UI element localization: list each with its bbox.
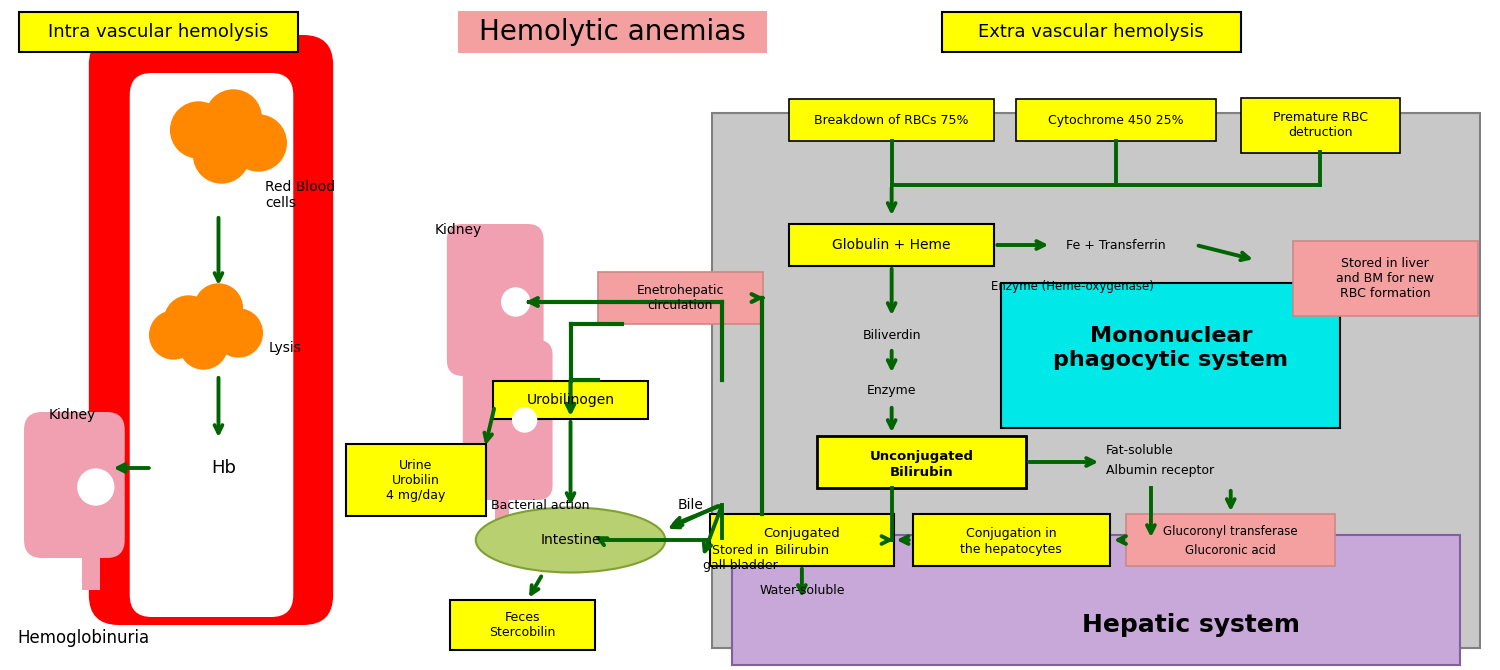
FancyBboxPatch shape [20,12,298,52]
FancyBboxPatch shape [912,514,1110,566]
Text: Enetrohepatic
circulation: Enetrohepatic circulation [636,284,724,312]
FancyBboxPatch shape [1240,98,1401,153]
FancyBboxPatch shape [942,12,1240,52]
Text: Stored in liver
and BM for new
RBC formation: Stored in liver and BM for new RBC forma… [1336,257,1434,299]
FancyBboxPatch shape [82,535,100,590]
Circle shape [206,90,261,146]
FancyBboxPatch shape [789,224,994,266]
Ellipse shape [476,507,666,572]
Text: Kidney: Kidney [433,223,482,237]
Text: Cytochrome 450 25%: Cytochrome 450 25% [1048,113,1184,127]
Text: Intestine: Intestine [540,533,602,547]
FancyBboxPatch shape [495,480,508,550]
FancyBboxPatch shape [450,600,596,650]
Circle shape [165,296,213,344]
FancyBboxPatch shape [24,412,124,558]
FancyBboxPatch shape [712,113,1480,647]
Text: Kidney: Kidney [48,408,96,422]
FancyBboxPatch shape [129,73,294,617]
FancyBboxPatch shape [710,514,894,566]
Text: Biliverdin: Biliverdin [862,328,921,342]
Text: Water-soluble: Water-soluble [759,584,844,596]
Circle shape [78,469,114,505]
Circle shape [231,115,286,171]
FancyBboxPatch shape [346,444,486,516]
Text: Enzyme (Heme-oxygenase): Enzyme (Heme-oxygenase) [992,279,1155,293]
Circle shape [513,408,537,432]
FancyBboxPatch shape [458,11,766,53]
Text: Urine
Urobilin
4 mg/day: Urine Urobilin 4 mg/day [387,458,446,502]
Text: Enzyme: Enzyme [867,383,916,397]
Text: Lysis: Lysis [268,341,302,355]
Text: Bile: Bile [678,498,703,512]
Text: Unconjugated: Unconjugated [870,450,974,462]
Circle shape [195,284,243,332]
Text: Premature RBC
detruction: Premature RBC detruction [1274,111,1368,139]
FancyBboxPatch shape [818,436,1026,488]
FancyBboxPatch shape [494,381,648,419]
Circle shape [194,127,249,183]
Circle shape [214,309,262,357]
FancyBboxPatch shape [88,35,333,625]
Text: Hemoglobinuria: Hemoglobinuria [18,629,150,647]
Circle shape [150,311,198,359]
Text: Conjugation in: Conjugation in [966,527,1056,541]
Circle shape [501,288,530,316]
FancyBboxPatch shape [1017,99,1216,141]
Text: Extra vascular hemolysis: Extra vascular hemolysis [978,23,1204,41]
Text: Fe + Transferrin: Fe + Transferrin [1066,239,1166,251]
FancyBboxPatch shape [789,99,994,141]
Text: Conjugated: Conjugated [764,527,840,541]
FancyBboxPatch shape [732,535,1460,665]
FancyBboxPatch shape [1126,514,1335,566]
Text: Intra vascular hemolysis: Intra vascular hemolysis [48,23,268,41]
FancyBboxPatch shape [447,224,543,376]
Text: Hepatic system: Hepatic system [1082,613,1300,637]
Text: Mononuclear
phagocytic system: Mononuclear phagocytic system [1053,326,1288,370]
Text: Bilirubin: Bilirubin [890,466,954,478]
Circle shape [180,321,228,369]
FancyBboxPatch shape [464,340,552,500]
FancyBboxPatch shape [1002,283,1341,427]
FancyBboxPatch shape [1293,241,1478,316]
Text: Glucoronyl transferase: Glucoronyl transferase [1164,525,1298,539]
Text: Globulin + Heme: Globulin + Heme [833,238,951,252]
Text: Stored in
gall bladder: Stored in gall bladder [702,544,777,572]
Text: Glucoronic acid: Glucoronic acid [1185,543,1276,557]
Text: Bilirubin: Bilirubin [774,543,830,557]
Text: Urobilinogen: Urobilinogen [526,393,615,407]
Text: Fat-soluble: Fat-soluble [1106,444,1174,456]
Text: Feces
Stercobilin: Feces Stercobilin [489,611,556,639]
FancyBboxPatch shape [598,272,762,324]
Text: Red Blood
cells: Red Blood cells [266,180,336,210]
Text: Hb: Hb [211,459,236,477]
Text: the hepatocytes: the hepatocytes [960,543,1062,557]
Circle shape [171,102,226,158]
Text: Bacterial action: Bacterial action [492,498,590,511]
Text: Hemolytic anemias: Hemolytic anemias [478,18,746,46]
Text: Breakdown of RBCs 75%: Breakdown of RBCs 75% [815,113,969,127]
Text: Albumin receptor: Albumin receptor [1106,464,1214,476]
